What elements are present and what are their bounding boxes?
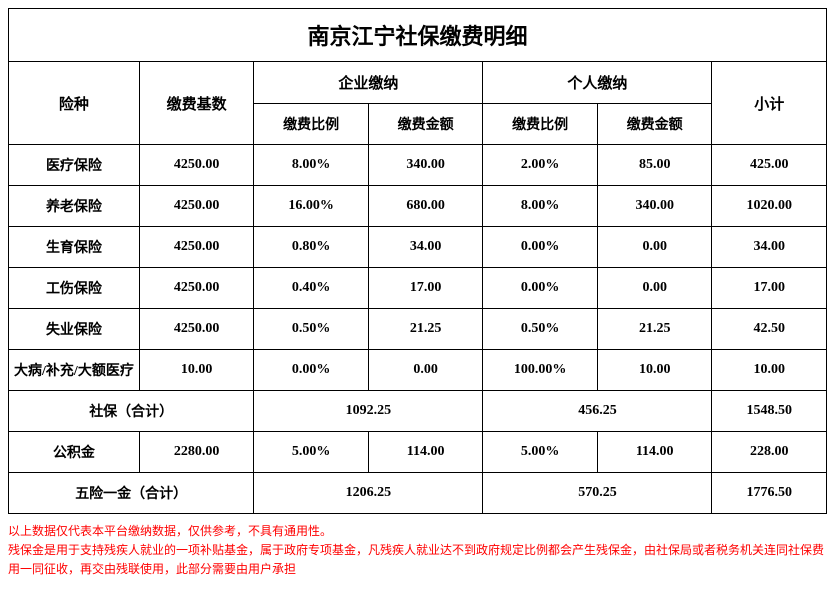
shebao-total-personal: 456.25	[483, 391, 712, 432]
cell-c-amount: 340.00	[368, 145, 483, 186]
cell-p-amount: 340.00	[597, 186, 712, 227]
footer-note-2: 残保金是用于支持残疾人就业的一项补贴基金，属于政府专项基金，凡残疾人就业达不到政…	[8, 541, 827, 579]
shebao-total-subtotal: 1548.50	[712, 391, 827, 432]
cell-c-amount: 21.25	[368, 309, 483, 350]
cell-name: 大病/补充/大额医疗	[9, 350, 140, 391]
cell-subtotal: 10.00	[712, 350, 827, 391]
cell-subtotal: 1020.00	[712, 186, 827, 227]
header-row-1: 险种 缴费基数 企业缴纳 个人缴纳 小计	[9, 62, 827, 104]
cell-p-rate: 100.00%	[483, 350, 598, 391]
cell-name: 养老保险	[9, 186, 140, 227]
cell-base: 4250.00	[139, 309, 254, 350]
header-base: 缴费基数	[139, 62, 254, 145]
footer-note-1: 以上数据仅代表本平台缴纳数据，仅供参考，不具有通用性。	[8, 522, 827, 541]
cell-base: 10.00	[139, 350, 254, 391]
wuxian-total-subtotal: 1776.50	[712, 473, 827, 514]
cell-base: 4250.00	[139, 268, 254, 309]
table-title: 南京江宁社保缴费明细	[9, 9, 827, 62]
shebao-total-row: 社保（合计） 1092.25 456.25 1548.50	[9, 391, 827, 432]
wuxian-total-label: 五险一金（合计）	[9, 473, 254, 514]
header-company-pay: 企业缴纳	[254, 62, 483, 104]
header-subtotal: 小计	[712, 62, 827, 145]
cell-subtotal: 34.00	[712, 227, 827, 268]
cell-p-rate: 0.00%	[483, 227, 598, 268]
cell-base: 2280.00	[139, 432, 254, 473]
table-row: 生育保险 4250.00 0.80% 34.00 0.00% 0.00 34.0…	[9, 227, 827, 268]
cell-p-amount: 0.00	[597, 268, 712, 309]
table-row: 养老保险 4250.00 16.00% 680.00 8.00% 340.00 …	[9, 186, 827, 227]
cell-p-rate: 5.00%	[483, 432, 598, 473]
cell-c-amount: 0.00	[368, 350, 483, 391]
cell-c-amount: 680.00	[368, 186, 483, 227]
cell-p-rate: 0.00%	[483, 268, 598, 309]
gongjijin-row: 公积金 2280.00 5.00% 114.00 5.00% 114.00 22…	[9, 432, 827, 473]
cell-base: 4250.00	[139, 145, 254, 186]
cell-name: 公积金	[9, 432, 140, 473]
cell-c-rate: 0.40%	[254, 268, 369, 309]
header-personal-amount: 缴费金额	[597, 104, 712, 145]
header-personal-pay: 个人缴纳	[483, 62, 712, 104]
cell-c-rate: 8.00%	[254, 145, 369, 186]
shebao-total-company: 1092.25	[254, 391, 483, 432]
table-row: 工伤保险 4250.00 0.40% 17.00 0.00% 0.00 17.0…	[9, 268, 827, 309]
cell-c-rate: 16.00%	[254, 186, 369, 227]
header-company-amount: 缴费金额	[368, 104, 483, 145]
header-company-rate: 缴费比例	[254, 104, 369, 145]
social-insurance-table: 南京江宁社保缴费明细 险种 缴费基数 企业缴纳 个人缴纳 小计 缴费比例 缴费金…	[8, 8, 827, 514]
cell-c-amount: 34.00	[368, 227, 483, 268]
cell-c-amount: 114.00	[368, 432, 483, 473]
cell-p-rate: 8.00%	[483, 186, 598, 227]
cell-name: 医疗保险	[9, 145, 140, 186]
cell-name: 生育保险	[9, 227, 140, 268]
cell-name: 工伤保险	[9, 268, 140, 309]
cell-p-amount: 21.25	[597, 309, 712, 350]
cell-c-amount: 17.00	[368, 268, 483, 309]
cell-c-rate: 0.50%	[254, 309, 369, 350]
shebao-total-label: 社保（合计）	[9, 391, 254, 432]
cell-p-rate: 0.50%	[483, 309, 598, 350]
cell-c-rate: 5.00%	[254, 432, 369, 473]
title-row: 南京江宁社保缴费明细	[9, 9, 827, 62]
cell-p-rate: 2.00%	[483, 145, 598, 186]
header-insurance-type: 险种	[9, 62, 140, 145]
cell-subtotal: 228.00	[712, 432, 827, 473]
cell-base: 4250.00	[139, 227, 254, 268]
cell-subtotal: 42.50	[712, 309, 827, 350]
cell-base: 4250.00	[139, 186, 254, 227]
wuxian-total-row: 五险一金（合计） 1206.25 570.25 1776.50	[9, 473, 827, 514]
cell-p-amount: 10.00	[597, 350, 712, 391]
cell-p-amount: 85.00	[597, 145, 712, 186]
cell-c-rate: 0.00%	[254, 350, 369, 391]
table-row: 医疗保险 4250.00 8.00% 340.00 2.00% 85.00 42…	[9, 145, 827, 186]
cell-p-amount: 114.00	[597, 432, 712, 473]
table-row: 失业保险 4250.00 0.50% 21.25 0.50% 21.25 42.…	[9, 309, 827, 350]
cell-subtotal: 17.00	[712, 268, 827, 309]
cell-subtotal: 425.00	[712, 145, 827, 186]
wuxian-total-personal: 570.25	[483, 473, 712, 514]
wuxian-total-company: 1206.25	[254, 473, 483, 514]
footer-notes: 以上数据仅代表本平台缴纳数据，仅供参考，不具有通用性。 残保金是用于支持残疾人就…	[8, 522, 827, 580]
table-row: 大病/补充/大额医疗 10.00 0.00% 0.00 100.00% 10.0…	[9, 350, 827, 391]
header-personal-rate: 缴费比例	[483, 104, 598, 145]
cell-c-rate: 0.80%	[254, 227, 369, 268]
cell-p-amount: 0.00	[597, 227, 712, 268]
cell-name: 失业保险	[9, 309, 140, 350]
